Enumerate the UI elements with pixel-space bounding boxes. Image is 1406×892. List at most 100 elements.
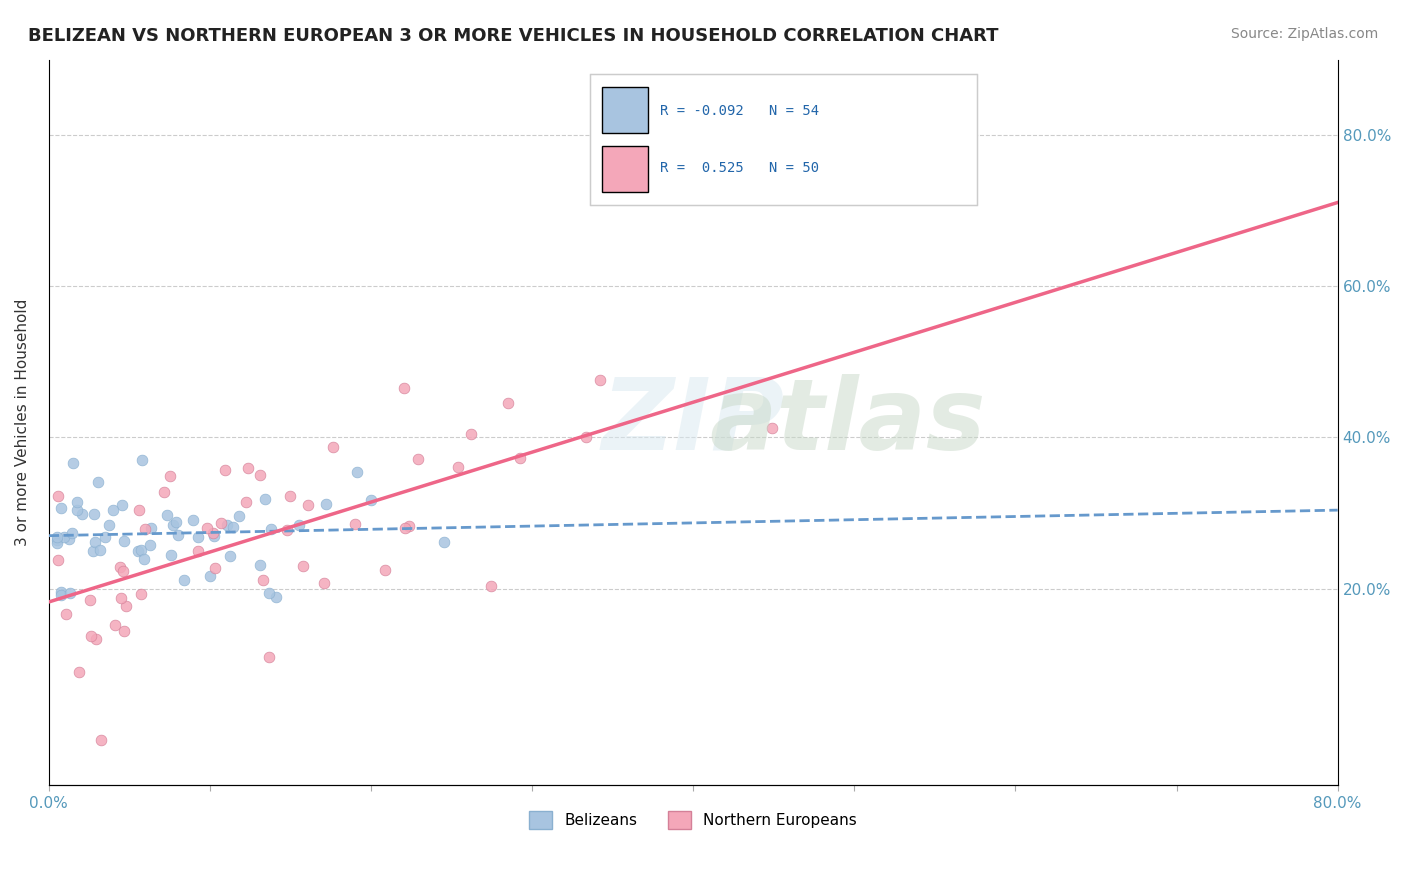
Point (93, 530, 115, 544)
Point (60, 525, 83, 540)
Point (98, 518, 121, 533)
Point (129, 542, 152, 557)
Point (249, 467, 271, 482)
Point (139, 521, 162, 535)
Point (398, 519, 420, 533)
Point (160, 548, 183, 562)
Point (761, 421, 783, 435)
Point (66, 503, 89, 517)
Point (49, 584, 72, 599)
Point (211, 516, 233, 530)
Point (214, 463, 236, 477)
Point (276, 523, 298, 537)
Point (292, 559, 315, 574)
Point (112, 534, 135, 549)
Point (131, 453, 153, 467)
Point (574, 430, 596, 444)
Point (62, 456, 84, 470)
Point (46, 489, 69, 503)
Legend: Belizeans, Northern Europeans: Belizeans, Northern Europeans (523, 805, 863, 836)
Point (257, 650, 280, 665)
Point (111, 564, 134, 578)
Point (446, 460, 468, 475)
Point (479, 579, 502, 593)
Point (394, 521, 416, 535)
Point (360, 492, 382, 507)
Point (138, 538, 160, 552)
Point (509, 451, 531, 466)
Point (79, 593, 101, 607)
Point (90, 732, 112, 747)
Point (259, 522, 281, 536)
Point (218, 549, 240, 563)
Text: BELIZEAN VS NORTHERN EUROPEAN 3 OR MORE VEHICLES IN HOUSEHOLD CORRELATION CHART: BELIZEAN VS NORTHERN EUROPEAN 3 OR MORE … (28, 27, 998, 45)
Point (235, 495, 257, 509)
Point (222, 520, 245, 534)
Point (392, 380, 415, 394)
Point (114, 599, 136, 613)
Point (165, 515, 187, 529)
Point (82, 544, 104, 558)
Point (83, 534, 105, 549)
Point (101, 503, 124, 517)
Text: Source: ZipAtlas.com: Source: ZipAtlas.com (1230, 27, 1378, 41)
Point (70, 507, 93, 521)
Point (159, 468, 181, 483)
Point (128, 503, 150, 517)
Point (433, 534, 456, 549)
Point (86, 632, 108, 646)
Point (344, 517, 367, 532)
Point (167, 528, 190, 542)
Point (374, 563, 396, 577)
Point (496, 396, 519, 410)
Point (181, 513, 204, 527)
Point (195, 521, 218, 535)
Point (45, 535, 67, 549)
Point (187, 544, 209, 558)
Point (66, 495, 89, 509)
Point (110, 591, 132, 605)
Point (53, 531, 76, 545)
Point (87, 475, 110, 490)
Point (264, 591, 287, 605)
Point (127, 544, 149, 558)
Point (278, 489, 301, 503)
Point (80, 630, 103, 644)
Point (59, 586, 82, 600)
Point (55, 607, 77, 622)
Point (131, 587, 153, 601)
Point (236, 461, 259, 475)
Y-axis label: 3 or more Vehicles in Household: 3 or more Vehicles in Household (15, 299, 30, 546)
Point (187, 530, 209, 544)
Point (152, 484, 174, 499)
Point (45, 530, 67, 544)
Point (111, 498, 134, 512)
Point (104, 618, 127, 632)
Point (202, 529, 225, 543)
Point (252, 573, 274, 587)
Point (200, 569, 222, 583)
Point (228, 509, 250, 524)
Point (89, 542, 111, 557)
Point (297, 498, 319, 512)
Point (156, 508, 179, 523)
Point (249, 558, 271, 572)
Point (253, 491, 276, 506)
Point (346, 465, 368, 479)
Point (49, 500, 72, 515)
Point (288, 518, 311, 533)
Point (215, 517, 238, 532)
Point (46, 553, 69, 567)
Point (201, 525, 224, 540)
Point (460, 427, 482, 442)
Point (134, 522, 156, 536)
Point (173, 573, 195, 587)
Point (406, 452, 429, 467)
Point (45, 533, 67, 547)
Point (162, 517, 184, 532)
Point (67, 665, 90, 679)
Point (58, 532, 80, 546)
Point (204, 560, 226, 574)
Text: ZIP: ZIP (602, 374, 785, 471)
Point (322, 440, 344, 454)
